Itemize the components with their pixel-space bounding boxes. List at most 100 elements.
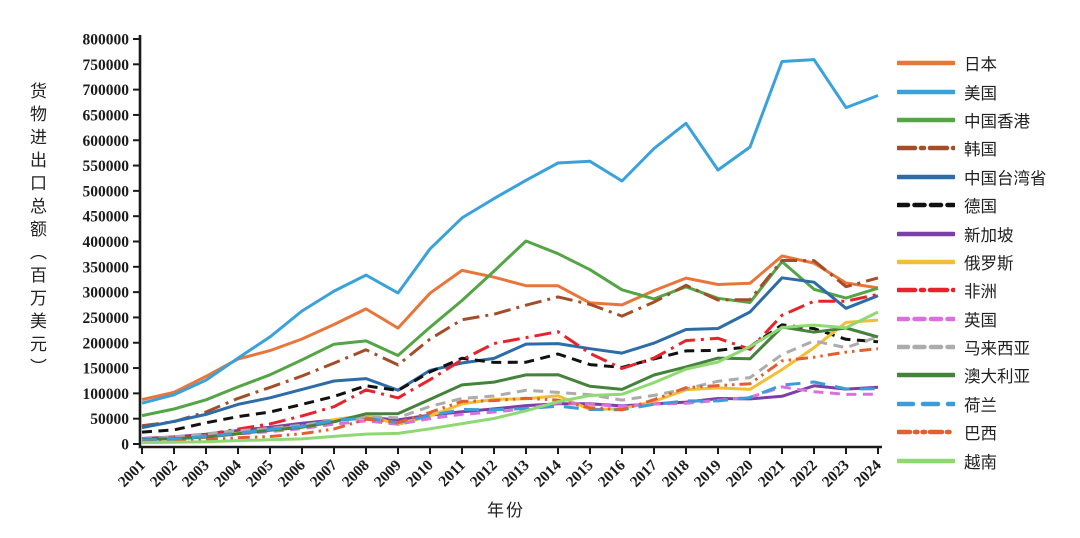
series-line-澳大利亚 (141, 325, 879, 441)
legend-item-韩国: 韩国 (897, 134, 1077, 162)
x-tick-label: 2019 (691, 457, 725, 491)
legend-swatch (897, 288, 955, 293)
legend-swatch (897, 202, 955, 208)
y-tick-label: 550000 (83, 158, 130, 175)
x-tick-label: 2020 (723, 457, 757, 491)
legend-label: 澳大利亚 (964, 367, 1030, 387)
legend-swatch (897, 117, 955, 123)
y-tick-label: 100000 (83, 386, 130, 403)
legend-item-澳大利亚: 澳大利亚 (897, 361, 1077, 389)
y-tick-label: 350000 (83, 259, 130, 276)
legend-label: 巴西 (964, 424, 997, 444)
legend-swatch (897, 344, 955, 350)
y-tick-label: 600000 (83, 133, 130, 150)
y-tick-label: 500000 (83, 183, 130, 200)
x-tick-label: 2014 (531, 457, 565, 491)
x-tick-label: 2002 (147, 457, 181, 491)
legend-item-中国台湾省: 中国台湾省 (897, 163, 1077, 191)
legend-item-美国: 美国 (897, 77, 1077, 105)
y-tick-label: 0 (121, 437, 129, 454)
x-tick-label: 2008 (339, 457, 373, 491)
legend-item-中国香港: 中国香港 (897, 106, 1077, 134)
x-tick-label: 2007 (307, 457, 341, 491)
series-line-中国台湾省 (141, 276, 879, 430)
y-tick-label: 700000 (83, 82, 130, 99)
legend-label: 越南 (964, 452, 997, 472)
x-tick-label: 2012 (467, 457, 501, 491)
y-tick-label: 200000 (83, 335, 130, 352)
series-line-非洲 (141, 292, 879, 440)
legend-label: 中国香港 (964, 111, 1030, 131)
legend-swatch (897, 259, 955, 265)
x-tick-label: 2006 (275, 457, 309, 491)
legend-swatch (897, 60, 955, 66)
legend-label: 日本 (964, 55, 997, 75)
y-tick-label: 650000 (83, 107, 130, 124)
x-tick-label: 2004 (211, 457, 245, 491)
x-tick-label: 2017 (627, 457, 661, 491)
legend-label: 新加坡 (964, 225, 1014, 245)
x-tick-label: 2023 (819, 457, 853, 491)
legend-item-英国: 英国 (897, 305, 1077, 333)
legend-swatch (897, 458, 955, 463)
x-tick-label: 2009 (371, 457, 405, 491)
legend-label: 英国 (964, 310, 997, 330)
x-tick-label: 2021 (755, 457, 789, 491)
x-tick-label: 2013 (499, 457, 533, 491)
legend-label: 德国 (964, 197, 997, 217)
legend-label: 美国 (964, 83, 997, 103)
legend-swatch (897, 430, 955, 435)
x-tick-label: 2018 (659, 457, 693, 491)
legend-label: 马来西亚 (964, 339, 1030, 359)
axes (138, 35, 882, 449)
x-tick-label: 2010 (403, 457, 437, 491)
legend-item-越南: 越南 (897, 446, 1077, 474)
legend-item-新加坡: 新加坡 (897, 219, 1077, 247)
x-tick-label: 2022 (787, 457, 821, 491)
x-tick-label: 2001 (115, 457, 149, 491)
legend-label: 非洲 (964, 282, 997, 302)
y-tick-label: 750000 (83, 57, 130, 74)
y-axis-title: 货物进出口总额（百万美元） (27, 82, 46, 381)
legend-item-马来西亚: 马来西亚 (897, 333, 1077, 361)
legend-item-德国: 德国 (897, 191, 1077, 219)
x-tick-label: 2011 (435, 457, 468, 490)
legend-swatch (897, 146, 955, 151)
y-tick-label: 250000 (83, 310, 130, 327)
series-line-韩国 (141, 259, 879, 428)
x-tick-label: 2024 (851, 457, 885, 491)
legend-label: 中国台湾省 (964, 168, 1047, 188)
y-tick-label: 450000 (83, 209, 130, 226)
x-tick-label: 2016 (595, 457, 629, 491)
legend-label: 荷兰 (964, 395, 997, 415)
series-line-日本 (141, 254, 879, 402)
legend-item-荷兰: 荷兰 (897, 390, 1077, 418)
legend-item-日本: 日本 (897, 49, 1077, 77)
legend-item-俄罗斯: 俄罗斯 (897, 248, 1077, 276)
y-tick-label: 150000 (83, 361, 130, 378)
x-tick-label: 2015 (563, 457, 597, 491)
series-line-巴西 (141, 347, 879, 444)
series-line-越南 (141, 310, 879, 445)
legend-label: 韩国 (964, 140, 997, 160)
x-tick-label: 2003 (179, 457, 213, 491)
y-tick-label: 800000 (83, 32, 130, 49)
legend-item-巴西: 巴西 (897, 418, 1077, 446)
legend-item-非洲: 非洲 (897, 276, 1077, 304)
legend-swatch (897, 89, 955, 94)
series-line-马来西亚 (141, 335, 879, 441)
legend: 日本美国中国香港韩国中国台湾省德国新加坡俄罗斯非洲英国马来西亚澳大利亚荷兰巴西越… (897, 49, 1077, 475)
y-tick-label: 50000 (90, 411, 129, 428)
y-tick-label: 300000 (83, 285, 130, 302)
x-tick-label: 2005 (243, 457, 277, 491)
legend-swatch (897, 373, 955, 378)
y-tick-label: 400000 (83, 234, 130, 251)
x-axis-title: 年份 (487, 501, 525, 520)
legend-swatch (897, 231, 955, 236)
legend-swatch (897, 174, 955, 179)
series-line-中国香港 (141, 239, 879, 418)
legend-swatch (897, 316, 955, 321)
legend-swatch (897, 401, 955, 407)
